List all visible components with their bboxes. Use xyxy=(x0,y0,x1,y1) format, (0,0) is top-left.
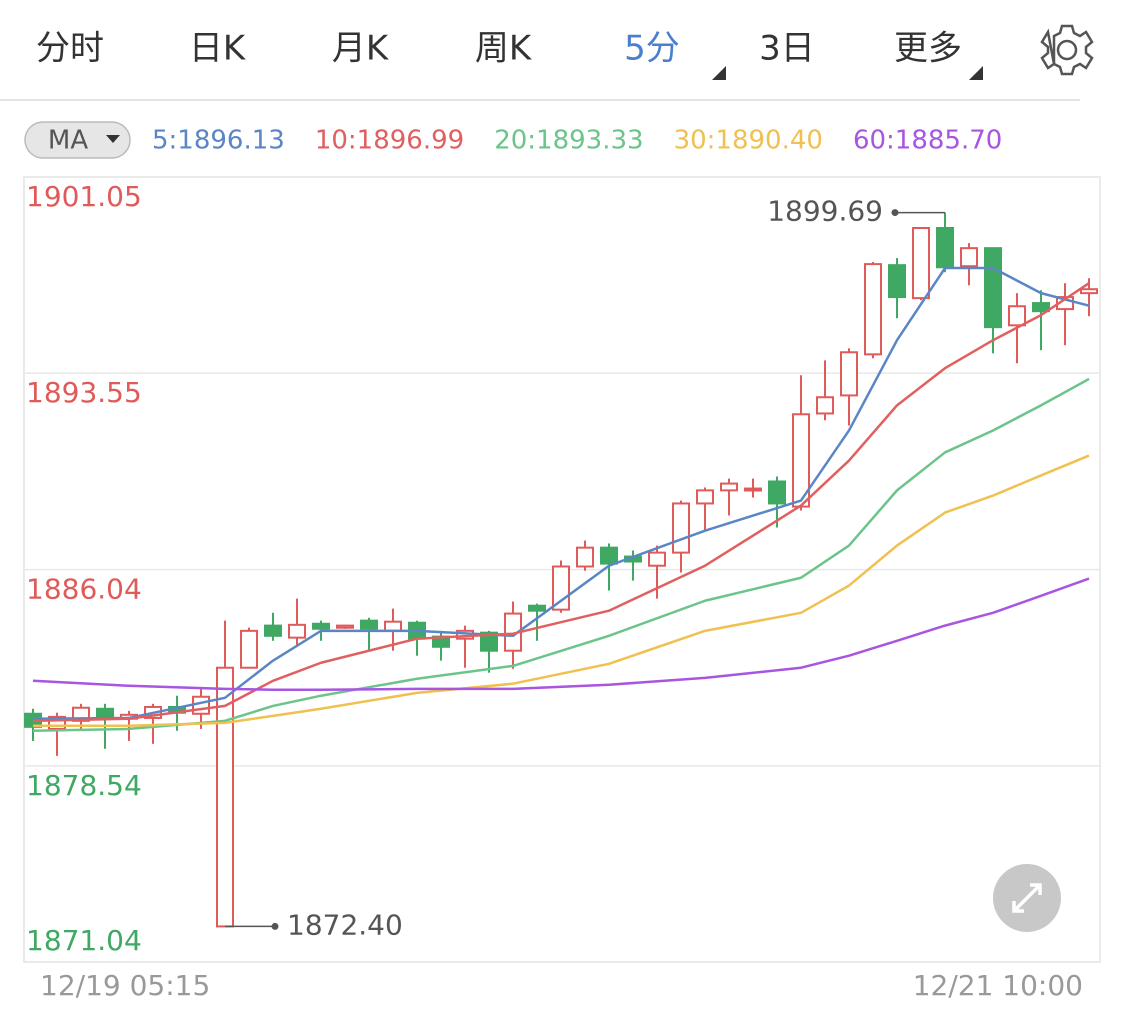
ma-line xyxy=(32,377,1090,733)
candle-body xyxy=(696,489,714,505)
x-tick-label: 12/19 05:15 xyxy=(40,969,210,1002)
candle-body xyxy=(480,631,498,652)
legend-entry: 10:1896.99 xyxy=(315,126,464,156)
candle-body xyxy=(960,247,978,268)
candle-body xyxy=(768,480,786,505)
candle-body xyxy=(840,351,858,397)
candle-body xyxy=(648,551,666,567)
candle-body xyxy=(816,396,834,415)
y-tick-label: 1901.05 xyxy=(26,180,142,213)
annotation-dot xyxy=(891,209,899,217)
candle-body xyxy=(864,263,882,356)
expand-arrows xyxy=(1012,883,1042,913)
candle-body xyxy=(384,620,402,632)
gear-outline xyxy=(1040,24,1094,76)
annotation-dot xyxy=(271,922,279,930)
gear-hole xyxy=(1056,39,1078,61)
expand-button[interactable] xyxy=(993,864,1061,932)
candle-body xyxy=(1008,305,1026,327)
y-tick-label: 1878.54 xyxy=(26,769,142,802)
tab[interactable]: 周K xyxy=(475,29,533,69)
ma-dropdown-arrow xyxy=(106,135,120,143)
candle-body xyxy=(888,264,906,299)
candle-body xyxy=(912,227,930,300)
candle-body xyxy=(360,619,378,630)
x-tick-label: 12/21 10:00 xyxy=(913,969,1083,1002)
candle-body xyxy=(1032,302,1050,313)
tab[interactable]: 3日 xyxy=(759,29,815,69)
tab-dropdown-marker xyxy=(969,66,983,80)
ma-line xyxy=(32,577,1090,691)
candle-body xyxy=(552,565,570,611)
ma-selector[interactable] xyxy=(24,121,131,159)
candle-body xyxy=(984,247,1002,329)
candle-body xyxy=(288,623,306,639)
tab[interactable]: 月K xyxy=(332,29,390,69)
legend-entry: 60:1885.70 xyxy=(853,126,1002,156)
tab[interactable]: 5分 xyxy=(624,29,680,69)
candle-body xyxy=(312,622,330,630)
ma-selector-label: MA xyxy=(48,126,88,156)
legend-entry: 30:1890.40 xyxy=(674,126,823,156)
ma-line xyxy=(32,266,1090,720)
y-tick-label: 1893.55 xyxy=(26,376,142,409)
legend-entry: 20:1893.33 xyxy=(494,126,643,156)
tab-dropdown-marker xyxy=(712,66,726,80)
ma-line xyxy=(33,454,1090,728)
candle-body xyxy=(1080,288,1098,295)
annotation-label: 1872.40 xyxy=(287,908,403,941)
tab[interactable]: 更多 xyxy=(894,29,962,69)
candle-body xyxy=(576,546,594,568)
candle-body xyxy=(336,624,354,629)
y-tick-label: 1886.04 xyxy=(26,573,142,606)
tab[interactable]: 日K xyxy=(189,29,247,69)
candle-body xyxy=(672,502,690,554)
candle-body xyxy=(600,546,618,565)
candle-body xyxy=(528,604,546,612)
candle-body xyxy=(96,707,114,718)
ma-line xyxy=(32,282,1090,723)
tab[interactable]: 分时 xyxy=(36,29,104,69)
candle-body xyxy=(936,227,954,269)
annotation-label: 1899.69 xyxy=(767,195,883,228)
y-tick-label: 1871.04 xyxy=(26,924,142,957)
legend-entry: 5:1896.13 xyxy=(152,126,285,156)
candle-body xyxy=(744,487,762,492)
candle-body xyxy=(720,482,738,492)
candle-body xyxy=(240,629,258,669)
settings-icon[interactable] xyxy=(1040,24,1094,76)
candle-body xyxy=(264,624,282,637)
